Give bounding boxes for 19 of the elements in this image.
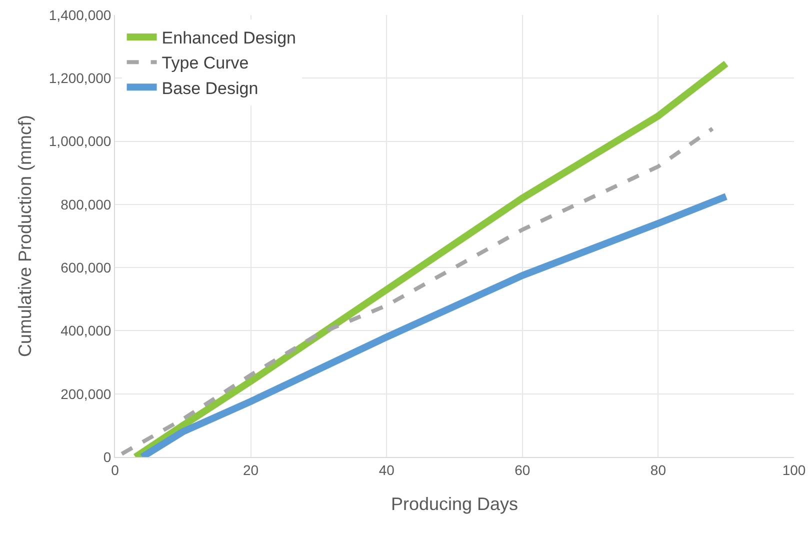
x-tick-label: 80 xyxy=(650,462,666,478)
y-tick-label: 800,000 xyxy=(60,196,112,212)
legend-label: Enhanced Design xyxy=(162,28,296,48)
line-series xyxy=(120,126,715,456)
x-tick-label: 20 xyxy=(243,462,259,478)
y-tick-label: 200,000 xyxy=(60,386,112,402)
y-tick-label: 1,200,000 xyxy=(48,70,112,86)
x-axis-title: Producing Days xyxy=(390,494,518,514)
x-tick-label: 60 xyxy=(514,462,530,478)
y-axis-title: Cumulative Production (mmcf) xyxy=(15,114,36,358)
y-tick-label: 1,000,000 xyxy=(48,133,112,150)
legend-label: Type Curve xyxy=(162,54,249,73)
y-tick-label: 0 xyxy=(103,448,112,465)
y-tick-label: 600,000 xyxy=(60,259,112,276)
legend-label: Base Design xyxy=(162,78,258,98)
x-tick-label: 40 xyxy=(378,462,395,478)
y-tick-label: 1,400,000 xyxy=(48,6,112,23)
x-tick-label: 100 xyxy=(782,462,806,478)
y-tick-label: 400,000 xyxy=(60,322,112,339)
